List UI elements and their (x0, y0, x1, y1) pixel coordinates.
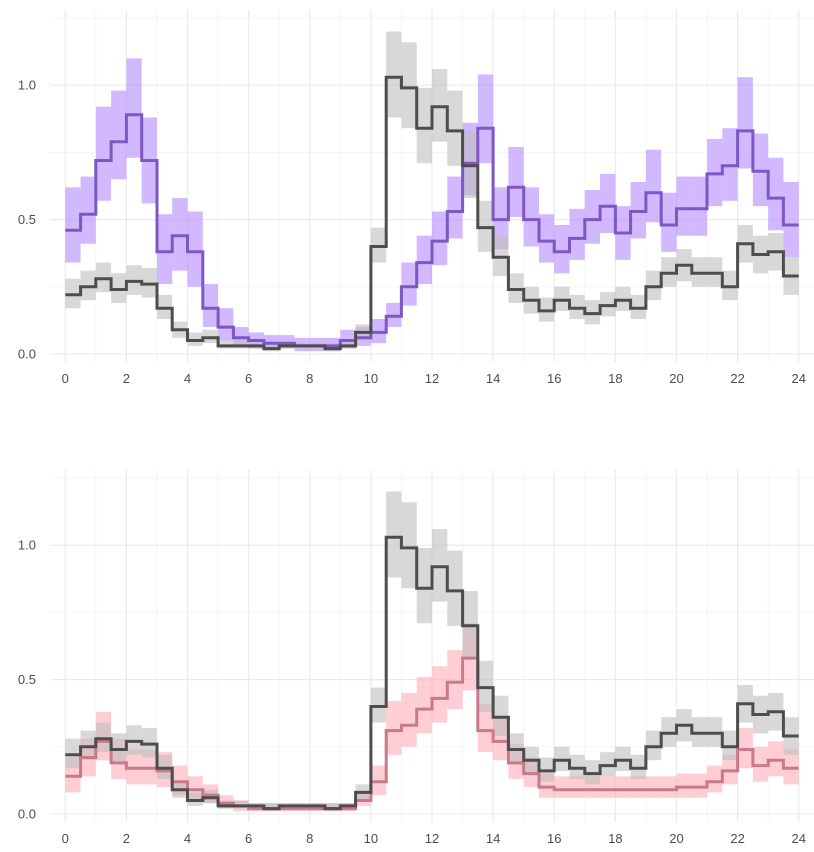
x-tick-label: 16 (547, 831, 561, 846)
y-tick-label: 0.5 (18, 672, 36, 687)
series-1-band (386, 491, 402, 578)
series-0-band (95, 106, 112, 201)
series-0-band (783, 181, 799, 258)
series-0-line (65, 656, 799, 811)
series-0-band (630, 776, 646, 798)
y-tick-label: 1.0 (18, 538, 36, 553)
y-tick-label: 0.0 (18, 346, 36, 361)
series-0-band (432, 211, 448, 266)
x-tick-label: 8 (306, 831, 313, 846)
x-tick-label: 12 (425, 831, 439, 846)
series-0-band (737, 77, 753, 169)
series-1-band (401, 42, 417, 129)
series-0-band (554, 224, 570, 274)
series-0-band (218, 308, 234, 341)
x-tick-label: 10 (364, 371, 378, 386)
x-tick-label: 6 (245, 371, 252, 386)
x-tick-label: 20 (669, 831, 683, 846)
series-0-band (676, 176, 692, 236)
series-0-band (187, 211, 203, 287)
x-tick-label: 2 (123, 831, 130, 846)
series-1-band (416, 547, 432, 624)
series-0-band (661, 776, 677, 798)
x-tick-label: 16 (547, 371, 561, 386)
series-0-band (538, 214, 555, 263)
series-0-band (401, 262, 417, 306)
series-0-band (447, 650, 463, 710)
series-0-band (661, 192, 677, 252)
series-0-band (600, 173, 616, 234)
x-tick-label: 12 (425, 371, 439, 386)
series-0-band (645, 776, 662, 798)
series-0-band (401, 693, 417, 747)
y-tick-label: 1.0 (18, 78, 36, 93)
x-tick-label: 4 (184, 371, 191, 386)
series-0-band (65, 187, 81, 263)
series-0-band (554, 776, 570, 798)
y-tick-label: 0.5 (18, 212, 36, 227)
series-0-band (111, 90, 127, 180)
series-0-band (615, 776, 631, 798)
series-1-band (386, 31, 402, 118)
series-1-line (65, 75, 799, 351)
series-1-band (401, 502, 417, 589)
series-1-line (65, 535, 799, 811)
x-tick-label: 14 (486, 831, 500, 846)
series-0-band (569, 208, 585, 260)
series-0-band (477, 74, 494, 164)
series-0-band (202, 284, 219, 328)
series-0-band (691, 176, 708, 236)
x-tick-label: 18 (608, 371, 622, 386)
x-tick-label: 2 (123, 371, 130, 386)
x-tick-label: 14 (486, 371, 500, 386)
series-0-band (386, 701, 402, 755)
x-tick-label: 8 (306, 371, 313, 386)
x-tick-label: 24 (791, 831, 805, 846)
x-tick-label: 0 (62, 371, 69, 386)
series-0-band (416, 676, 432, 734)
x-tick-label: 4 (184, 831, 191, 846)
x-tick-label: 22 (730, 831, 744, 846)
series-0-band (523, 187, 539, 247)
series-1-band (447, 550, 463, 626)
series-0-band (432, 666, 448, 723)
series-0-line (65, 113, 799, 348)
x-tick-label: 6 (245, 831, 252, 846)
series-0-band (126, 58, 142, 158)
series-1-band (416, 87, 432, 164)
x-tick-label: 18 (608, 831, 622, 846)
chart-panel-top: 0 2 4 6 8 10 12 14 16 18 20 22 240.00.51.0 (18, 10, 814, 386)
y-tick-label: 0.0 (18, 806, 36, 821)
x-tick-label: 0 (62, 831, 69, 846)
series-0-band (80, 176, 96, 244)
series-0-band (477, 703, 494, 753)
chart-panel-bottom: 0 2 4 6 8 10 12 14 16 18 20 22 240.00.51.0 (18, 470, 814, 846)
series-1-band (447, 90, 463, 166)
series-0-band (508, 147, 524, 217)
x-tick-label: 24 (791, 371, 805, 386)
series-0-band (569, 776, 585, 798)
x-tick-label: 10 (364, 831, 378, 846)
series-0-band (768, 157, 784, 231)
series-0-band (416, 235, 432, 285)
series-0-band (600, 776, 616, 798)
series-0-band (156, 214, 173, 285)
x-tick-label: 20 (669, 371, 683, 386)
series-0-band (645, 149, 662, 223)
series-0-band (707, 765, 723, 793)
series-0-band (584, 190, 601, 244)
series-0-band (447, 176, 463, 239)
x-tick-label: 22 (730, 371, 744, 386)
